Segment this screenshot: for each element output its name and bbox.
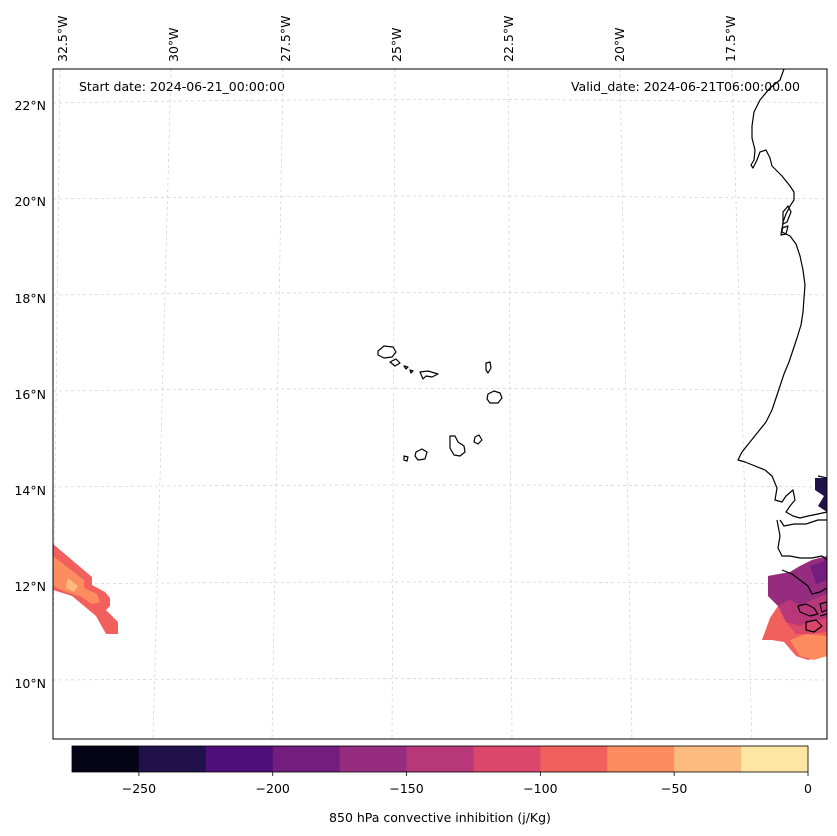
lon-label-32-5w: 32.5°W <box>55 16 70 62</box>
bijagos-island-a <box>797 603 819 617</box>
bijagos-island-c <box>819 601 827 613</box>
map-frame <box>52 68 828 740</box>
lon-label-20w: 20°W <box>612 27 627 62</box>
colorbar-swatch <box>741 746 809 772</box>
santiago-island <box>449 435 466 457</box>
sao-vicente-island <box>389 358 401 367</box>
brava-island <box>403 455 409 462</box>
lat-label-10n: 10°N <box>14 676 46 691</box>
gambia-north-edge <box>817 475 827 479</box>
lon-labels: 32.5°W 30°W 27.5°W 25°W 22.5°W 20°W 17.5… <box>55 16 738 62</box>
santo-antao-island <box>377 345 397 359</box>
colorbar-swatch <box>540 746 608 772</box>
map-area <box>53 69 827 739</box>
cin-contour-east-magenta <box>778 594 827 626</box>
sal-island <box>485 361 492 374</box>
meridian-17-5w <box>731 69 753 739</box>
colorbar-swatch <box>406 746 474 772</box>
colorbar-swatch <box>72 746 140 772</box>
colorbar-ticks: −250 −200 −150 −100 −50 0 <box>122 772 812 796</box>
cin-field-east <box>762 478 827 660</box>
gridlines <box>53 69 827 739</box>
fogo-island <box>414 448 428 461</box>
lat-label-16n: 16°N <box>14 387 46 402</box>
colorbar-swatch <box>607 746 675 772</box>
banc-arguin-island <box>782 205 792 225</box>
colorbar: −250 −200 −150 −100 −50 0 850 hPa convective … <box>71 745 812 825</box>
parallel-18n <box>53 292 827 296</box>
colorbar-tick-label: 0 <box>804 781 812 796</box>
cin-contour-east-dark <box>815 478 827 512</box>
colorbar-tick-label: −50 <box>661 781 687 796</box>
parallel-10n <box>53 678 827 681</box>
coastline-mauritania-senegal <box>737 69 827 519</box>
colorbar-title: 850 hPa convective inhibition (j/Kg) <box>329 810 551 825</box>
lat-labels: 22°N 20°N 18°N 16°N 14°N 12°N 10°N <box>14 98 46 691</box>
coastline-casamance <box>776 519 827 561</box>
maio-island <box>473 434 483 445</box>
cin-field-west <box>53 544 118 634</box>
colorbar-tick-label: −100 <box>523 781 557 796</box>
lon-label-25w: 25°W <box>389 27 404 62</box>
gambia-river <box>779 519 827 527</box>
lon-label-17-5w: 17.5°W <box>723 16 738 62</box>
parallel-20n <box>53 195 827 200</box>
coastlines <box>377 69 827 633</box>
parallel-12n <box>53 581 827 585</box>
meridian-30w <box>152 69 172 739</box>
lon-label-30w: 30°W <box>166 27 181 62</box>
meridian-27-5w <box>271 69 284 739</box>
lat-label-18n: 18°N <box>14 291 46 306</box>
raso-island <box>409 369 414 374</box>
coast-islet <box>780 225 789 236</box>
lon-label-22-5w: 22.5°W <box>501 16 516 62</box>
colorbar-swatch <box>205 746 274 772</box>
lon-label-27-5w: 27.5°W <box>278 16 293 62</box>
colorbar-swatches <box>72 746 809 772</box>
lat-label-12n: 12°N <box>14 579 46 594</box>
coastline-guinea-edge <box>819 613 827 617</box>
colorbar-frame <box>71 745 809 773</box>
start-date-label: Start date: 2024-06-21_00:00:00 <box>79 79 285 94</box>
lat-label-14n: 14°N <box>14 483 46 498</box>
coastline-guinea-bissau <box>781 569 827 595</box>
meridian-20w <box>619 69 633 739</box>
parallel-14n <box>53 484 827 488</box>
colorbar-swatch <box>674 746 742 772</box>
colorbar-swatch <box>339 746 408 772</box>
lat-label-22n: 22°N <box>14 98 46 113</box>
meridian-25w <box>391 69 396 739</box>
santa-luzia-island <box>403 365 409 370</box>
lat-label-20n: 20°N <box>14 194 46 209</box>
sao-nicolau-island <box>419 370 439 380</box>
valid-date-label: Valid_date: 2024-06-21T06:00:00.00 <box>571 79 800 94</box>
cin-contour-east-deep <box>810 560 827 584</box>
colorbar-tick-label: −150 <box>389 781 423 796</box>
colorbar-swatch <box>272 746 341 772</box>
colorbar-tick-label: −200 <box>256 781 290 796</box>
cin-contour-east-orange <box>790 634 827 660</box>
boa-vista-island <box>486 390 503 404</box>
bijagos-island-b <box>805 619 823 633</box>
meridian-22-5w <box>507 69 513 739</box>
cin-contour-west-inner <box>66 578 78 592</box>
colorbar-swatch <box>138 746 207 772</box>
parallel-16n <box>53 388 827 392</box>
colorbar-tick-label: −250 <box>122 781 156 796</box>
cin-contour-west-mid <box>53 556 100 604</box>
parallel-22n <box>53 99 827 104</box>
colorbar-swatch <box>473 746 541 772</box>
